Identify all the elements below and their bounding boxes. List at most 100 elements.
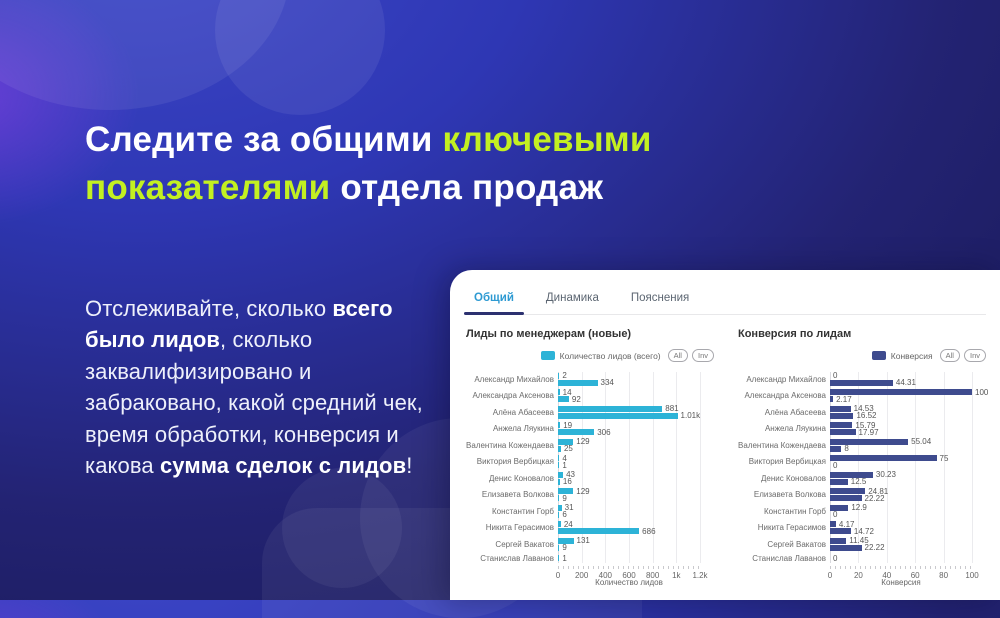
legend-swatch xyxy=(871,351,886,360)
bar-value-label: 1.01k xyxy=(680,411,701,420)
category-label: Елизавета Волкова xyxy=(753,490,826,499)
axis-tick-label: 0 xyxy=(555,570,561,580)
bar-value-label: 8 xyxy=(844,444,849,453)
legend-filter-button-all[interactable]: All xyxy=(939,349,960,362)
category-label: Валентина Кожендаева xyxy=(466,440,554,450)
bar-value-label: 19 xyxy=(563,420,573,430)
chart-title: Конверсия по лидам xyxy=(738,328,852,340)
bar-value-label: 306 xyxy=(597,427,611,437)
bar-value-label: 24.81 xyxy=(868,486,889,496)
page-title: Следите за общими ключевыми показателями… xyxy=(85,116,735,211)
axis-tick-label: 80 xyxy=(939,570,949,580)
bar xyxy=(558,488,574,494)
bar-value-label: 55.04 xyxy=(911,437,932,446)
category-label: Константин Горб xyxy=(763,506,826,516)
legend-filter-buttons: All Inv xyxy=(667,349,714,362)
category-row: Станислав Лаванов 0 xyxy=(738,554,986,563)
chart-conversion-by-leads: Конверсия по лидам Конверсия All Inv Алек… xyxy=(738,328,989,592)
category-label: Денис Коновалов xyxy=(760,473,826,483)
legend-filter-button-inv[interactable]: Inv xyxy=(963,349,986,362)
chart-title: Лиды по менеджерам (новые) xyxy=(466,328,632,340)
category-row: Алёна Абасеева 881 1.01k xyxy=(466,404,714,420)
category-row: Александра Аксенова 14 92 xyxy=(466,387,714,404)
body-text-bold: сумма сделок с лидов xyxy=(159,453,407,479)
legend-filter-button-all[interactable]: All xyxy=(667,349,688,362)
bar xyxy=(830,389,972,395)
bar-value-label: 22.22 xyxy=(864,543,885,552)
category-row: Виктория Вербицкая 4 1 xyxy=(466,454,714,470)
category-row: Никита Герасимов 24 686 xyxy=(466,520,714,536)
axis-tick-label: 800 xyxy=(645,570,660,580)
bar xyxy=(830,379,893,386)
category-label: Алёна Абасеева xyxy=(764,407,826,417)
promo-banner: { "hero": { "accent_color": "#c3f021", "… xyxy=(0,0,1000,600)
bar-value-label: 2.17 xyxy=(836,394,852,404)
bar xyxy=(830,544,862,551)
x-axis-title: Конверсия xyxy=(881,577,921,587)
bar-value-label: 31 xyxy=(564,503,574,512)
category-label: Денис Коновалов xyxy=(488,473,554,483)
bar xyxy=(830,412,854,419)
bar-value-label: 14 xyxy=(562,387,572,397)
bar xyxy=(558,445,561,452)
bar xyxy=(830,471,873,478)
body-text: ! xyxy=(406,453,413,479)
legend-filter-buttons: All Inv xyxy=(939,349,986,362)
tab-bar: Общий Динамика Пояснения xyxy=(464,284,986,315)
bar xyxy=(558,455,560,461)
bar-value-label: 43 xyxy=(566,470,575,479)
description-text: Отслеживайте, сколько всего было лидов, … xyxy=(85,293,443,482)
bar xyxy=(558,495,560,501)
bar xyxy=(558,528,640,534)
category-label: Станислав Лаванов xyxy=(480,553,554,563)
bar-value-label: 334 xyxy=(600,378,614,387)
bar-value-label: 44.31 xyxy=(895,378,916,387)
bar-value-label: 100 xyxy=(975,387,989,397)
category-row: Виктория Вербицкая 75 0 xyxy=(738,454,986,470)
axis-tick-label: 1.2k xyxy=(692,570,708,580)
body-text-bold: всего было лидов xyxy=(85,296,393,353)
x-axis-title: Количество лидов xyxy=(595,577,663,587)
bar xyxy=(558,478,560,485)
category-row: Станислав Лаванов 1 xyxy=(466,554,714,563)
bar xyxy=(558,438,574,445)
axis-tick-label: 200 xyxy=(574,570,589,580)
bar xyxy=(830,488,866,494)
bar xyxy=(558,372,560,379)
bar-value-label: 881 xyxy=(665,404,679,413)
dashboard-panel: Общий Динамика Пояснения Лиды по менедже… xyxy=(450,270,1000,600)
bar-value-label: 11.45 xyxy=(849,536,869,545)
bar xyxy=(558,504,562,511)
bar xyxy=(830,422,853,428)
tab-obshchiy[interactable]: Общий xyxy=(464,288,524,315)
plot-area: Александр Михайлов 2 334 Александра Аксенов… xyxy=(466,371,714,563)
category-label: Виктория Вербицкая xyxy=(748,457,826,466)
category-row: Анжела Ляукина 15.79 17.97 xyxy=(738,420,986,437)
bar xyxy=(830,521,836,527)
bar-value-label: 92 xyxy=(571,394,581,404)
category-label: Виктория Вербицкая xyxy=(476,457,554,466)
bar xyxy=(558,471,564,478)
title-text: Следите за общими xyxy=(85,120,443,160)
bar-value-label: 12.9 xyxy=(851,503,867,512)
axis-tick-label: 400 xyxy=(598,570,613,580)
category-label: Никита Герасимов xyxy=(757,523,826,532)
bar xyxy=(830,504,849,511)
category-row: Анжела Ляукина 19 306 xyxy=(466,420,714,437)
bar-value-label: 1 xyxy=(562,553,567,563)
bar xyxy=(558,412,678,419)
category-label: Константин Горб xyxy=(491,506,554,516)
category-row: Елизавета Волкова 129 9 xyxy=(466,486,714,503)
bar xyxy=(558,422,561,428)
bar-value-label: 15.79 xyxy=(855,420,876,430)
axis-tick-label: 1k xyxy=(672,570,681,580)
axis-tick-label: 60 xyxy=(910,570,920,580)
bar xyxy=(558,429,595,435)
legend-swatch xyxy=(540,351,555,360)
tab-dinamika[interactable]: Динамика xyxy=(545,292,599,304)
tab-poyasneniya[interactable]: Пояснения xyxy=(630,292,690,304)
chart-leads-by-manager: Лиды по менеджерам (новые) Количество ли… xyxy=(466,328,714,592)
bar-value-label: 129 xyxy=(576,486,590,496)
legend-filter-button-inv[interactable]: Inv xyxy=(691,349,714,362)
category-label: Валентина Кожендаева xyxy=(738,440,826,450)
